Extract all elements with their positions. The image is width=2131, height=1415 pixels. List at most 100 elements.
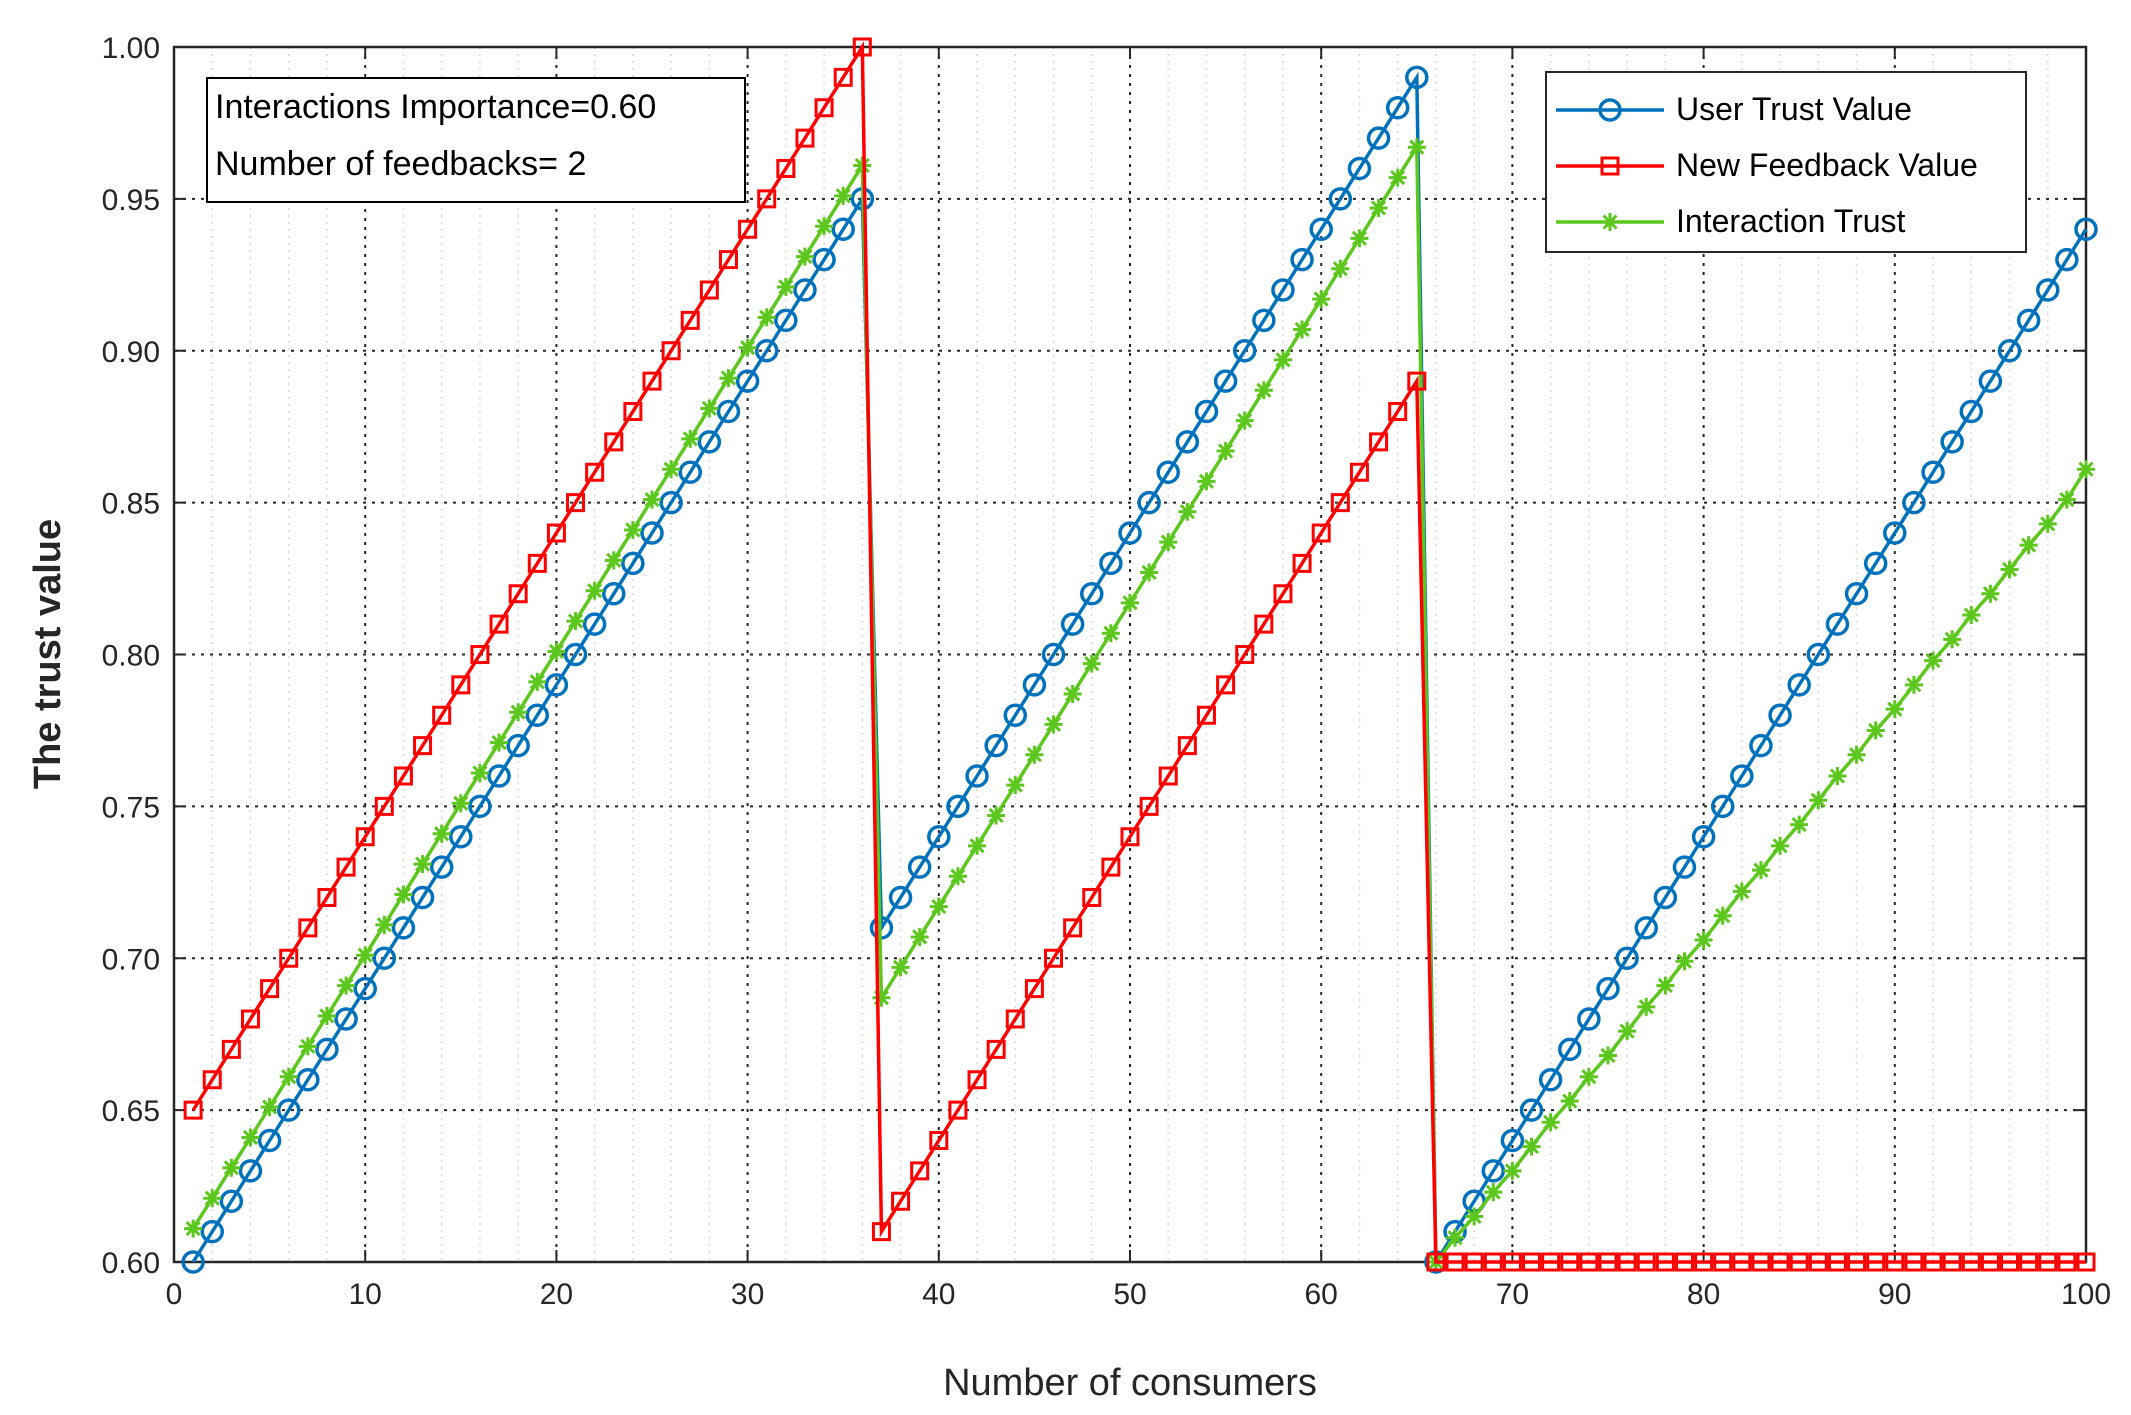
data-point-marker — [774, 308, 798, 333]
data-point-marker — [719, 369, 738, 388]
data-point-marker — [680, 310, 700, 330]
data-point-marker — [929, 897, 948, 916]
data-point-marker — [1158, 766, 1178, 786]
data-point-marker — [219, 1189, 244, 1213]
data-point-marker — [1254, 381, 1273, 400]
data-point-marker — [1923, 1252, 1943, 1272]
legend-label-interaction-trust: Interaction Trust — [1676, 203, 1906, 239]
data-point-marker — [1328, 187, 1353, 211]
data-point-marker — [640, 521, 664, 545]
data-point-marker — [1885, 1252, 1905, 1272]
y-tick-label: 0.80 — [102, 640, 160, 673]
data-point-marker — [1694, 931, 1713, 950]
data-point-marker — [1025, 745, 1044, 764]
data-point-marker — [432, 824, 451, 843]
series-line — [191, 141, 2088, 1267]
data-point-marker — [927, 825, 951, 849]
data-point-marker — [1730, 764, 1754, 788]
data-point-marker — [681, 429, 700, 448]
data-point-marker — [1599, 1046, 1617, 1065]
data-point-marker — [891, 958, 910, 977]
y-tick-label: 1.00 — [102, 32, 160, 65]
data-point-marker — [470, 645, 490, 664]
data-point-marker — [544, 673, 569, 697]
data-point-marker — [336, 857, 356, 877]
data-point-marker — [1598, 1252, 1618, 1272]
data-point-marker — [585, 581, 604, 600]
legend: User Trust Value New Feedback Value Inte… — [1545, 71, 2027, 253]
data-point-marker — [1082, 654, 1101, 673]
data-point-marker — [1981, 584, 2000, 603]
data-point-marker — [1980, 1252, 2000, 1272]
data-point-marker — [1177, 736, 1197, 756]
x-tick-label: 70 — [1496, 1278, 1529, 1311]
data-point-marker — [1560, 1252, 1580, 1272]
data-point-marker — [1385, 96, 1410, 120]
data-point-marker — [1847, 745, 1866, 764]
y-tick-label: 0.75 — [102, 791, 160, 824]
data-point-marker — [1407, 371, 1427, 391]
data-point-marker — [812, 247, 836, 272]
x-tick-label: 10 — [349, 1278, 382, 1311]
data-point-marker — [1519, 1098, 1544, 1122]
data-point-marker — [1577, 1007, 1601, 1031]
x-axis-label: Number of consumers — [943, 1362, 1317, 1404]
data-point-marker — [1369, 432, 1389, 452]
data-point-marker — [1197, 472, 1216, 491]
data-point-marker — [852, 37, 872, 57]
data-point-marker — [296, 1068, 320, 1092]
data-point-marker — [391, 916, 416, 940]
data-point-marker — [222, 1158, 241, 1177]
data-point-marker — [1866, 721, 1885, 740]
data-point-marker — [1254, 614, 1274, 634]
data-point-marker — [1634, 916, 1658, 940]
data-point-marker — [929, 1131, 949, 1150]
data-point-marker — [1942, 1252, 1962, 1272]
data-point-marker — [662, 460, 681, 479]
data-point-marker — [1751, 861, 1770, 880]
data-point-marker — [393, 766, 413, 786]
data-point-marker — [238, 1159, 263, 1183]
data-point-marker — [1615, 946, 1639, 970]
data-point-marker — [1101, 624, 1120, 643]
data-point-marker — [757, 308, 776, 327]
y-tick-label: 0.90 — [102, 336, 160, 369]
data-point-marker — [1120, 827, 1140, 847]
data-point-marker — [965, 764, 989, 788]
data-point-marker — [1844, 582, 1869, 606]
data-point-marker — [1732, 882, 1751, 901]
data-point-marker — [203, 1189, 222, 1208]
data-point-marker — [1863, 551, 1888, 576]
data-point-marker — [1407, 138, 1426, 157]
x-tick-label: 60 — [1305, 1278, 1338, 1311]
data-point-marker — [1024, 979, 1044, 999]
data-point-marker — [1672, 855, 1697, 879]
series-line — [191, 41, 2086, 1264]
data-point-marker — [1674, 1252, 1694, 1272]
legend-label-user-trust: User Trust Value — [1676, 91, 1912, 127]
data-point-marker — [623, 520, 642, 539]
data-point-marker — [716, 399, 741, 424]
data-point-marker — [1330, 493, 1350, 513]
data-point-marker — [795, 247, 814, 266]
data-point-marker — [1484, 1183, 1503, 1202]
data-point-marker — [1827, 1252, 1847, 1272]
data-point-marker — [1596, 976, 1620, 1001]
data-point-marker — [1806, 642, 1831, 667]
data-point-marker — [279, 948, 299, 968]
data-point-marker — [888, 885, 913, 910]
data-point-marker — [678, 460, 702, 484]
data-point-marker — [795, 128, 815, 148]
data-point-marker — [240, 1009, 260, 1029]
data-point-marker — [1978, 369, 2003, 393]
data-point-marker — [1636, 1252, 1656, 1272]
data-point-marker — [317, 1006, 336, 1025]
data-point-marker — [1445, 1252, 1465, 1272]
data-point-marker — [2077, 460, 2095, 479]
data-point-marker — [1710, 794, 1735, 819]
x-tick-label: 80 — [1687, 1278, 1720, 1311]
data-point-marker — [1713, 906, 1732, 925]
data-point-marker — [1940, 430, 1964, 454]
data-point-marker — [700, 399, 719, 418]
